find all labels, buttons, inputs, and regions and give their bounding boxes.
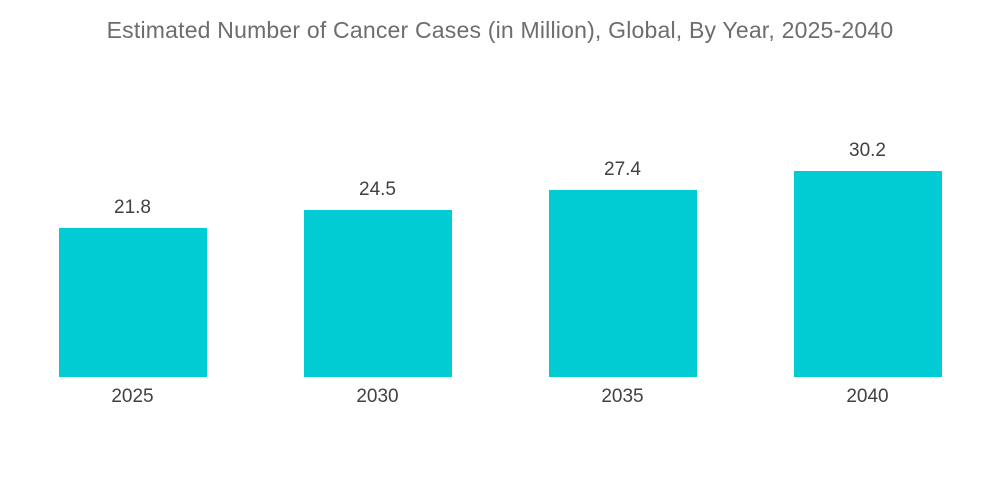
bar-column-2030: 24.5: [303, 179, 452, 377]
bar-column-2035: 27.4: [548, 159, 697, 377]
value-label-2040: 30.2: [849, 140, 886, 161]
x-tick-2035: 2035: [601, 386, 644, 407]
x-tick-2030: 2030: [356, 386, 399, 407]
bar-column-2040: 30.2: [793, 140, 942, 377]
x-tick-2025: 2025: [111, 386, 154, 407]
bar-2030: [303, 210, 452, 377]
bar-2025: [58, 228, 207, 377]
bar-2035: [548, 190, 697, 377]
chart-title: Estimated Number of Cancer Cases (in Mil…: [106, 17, 894, 43]
x-tick-2040: 2040: [846, 386, 889, 407]
bar-column-2025: 21.8: [58, 197, 207, 377]
value-label-2030: 24.5: [359, 179, 396, 200]
value-label-2025: 21.8: [114, 197, 151, 218]
value-label-2035: 27.4: [604, 159, 641, 180]
bar-2040: [793, 171, 942, 377]
x-axis-labels: 2025 2030 2035 2040: [0, 386, 1000, 408]
bars-row: 21.8 24.5 27.4 30.2: [58, 140, 942, 377]
